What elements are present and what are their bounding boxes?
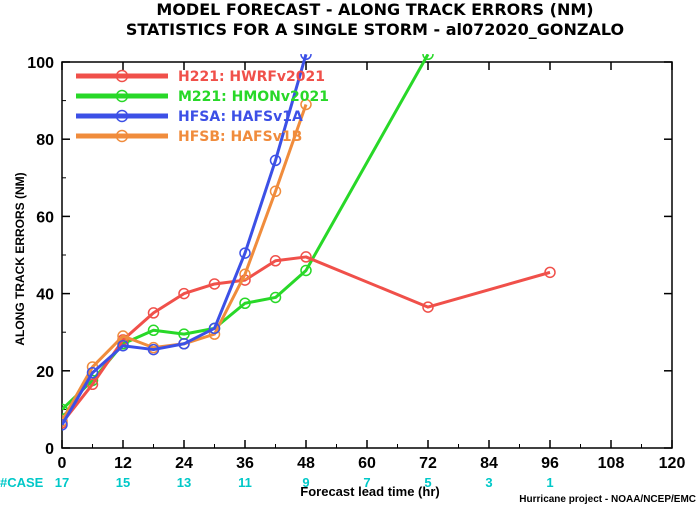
case-label: #CASE: [0, 475, 44, 490]
legend-label: HFSA: HAFSv1A: [178, 109, 303, 125]
legend-marker: [115, 69, 129, 83]
data-point: [544, 266, 556, 279]
x-tick-label: 72: [419, 455, 437, 472]
x-tick-label: 120: [659, 455, 686, 472]
case-count: 5: [424, 475, 431, 490]
x-tick-label: 60: [358, 455, 376, 472]
legend-marker: [115, 89, 129, 103]
data-point: [269, 154, 282, 167]
data-point: [62, 415, 68, 427]
x-tick-label: 24: [175, 455, 193, 472]
case-count: 9: [302, 475, 309, 490]
credit-text: Hurricane project - NOAA/NCEP/EMC: [519, 494, 696, 505]
data-point: [147, 343, 160, 356]
data-point: [62, 419, 68, 431]
x-axis-label: Forecast lead time (hr): [300, 484, 439, 499]
y-tick-label: 40: [36, 287, 54, 304]
data-point: [239, 268, 251, 281]
data-point: [86, 366, 99, 379]
data-point: [300, 264, 312, 277]
data-point: [300, 98, 312, 111]
case-count: 1: [546, 475, 553, 490]
data-point: [269, 255, 282, 267]
case-count: 15: [116, 475, 130, 490]
data-point: [422, 301, 434, 313]
y-axis-label: ALONG TRACK ERRORS (NM): [13, 172, 27, 345]
legend: H221: HWRFv2021 M221: HMONv2021 HFSA: HAFS…: [76, 69, 329, 145]
x-tick-label: 36: [236, 455, 254, 472]
data-point: [147, 324, 160, 337]
y-tick-label: 100: [27, 55, 54, 72]
chart-subtitle: STATISTICS FOR A SINGLE STORM - al072020…: [126, 20, 624, 39]
chart-title: MODEL FORECAST - ALONG TRACK ERRORS (NM): [156, 0, 593, 19]
legend-marker: [115, 109, 129, 123]
data-point: [239, 247, 251, 259]
y-tick-label: 60: [36, 209, 54, 226]
y-tick-label: 20: [36, 364, 54, 381]
case-count: 7: [363, 475, 370, 490]
data-point: [208, 322, 221, 335]
y-tick-label: 80: [36, 132, 54, 149]
legend-marker: [115, 129, 129, 143]
data-point: [239, 297, 251, 309]
case-count: 17: [55, 475, 69, 490]
data-point: [86, 378, 99, 391]
x-tick-label: 84: [480, 455, 498, 472]
data-point: [178, 338, 190, 350]
data-point: [300, 54, 312, 61]
x-tick-label: 48: [297, 455, 315, 472]
data-point: [269, 185, 282, 198]
series-line: [62, 54, 308, 426]
data-point: [269, 291, 282, 304]
case-counts: #CASE 17 15 13 11 9 7 5 3 1: [0, 475, 554, 490]
plot-frame: [61, 61, 673, 449]
legend-label: M221: HMONv2021: [178, 89, 329, 105]
legend-label: H221: HWRFv2021: [178, 69, 325, 85]
x-tick-label: 12: [114, 455, 132, 472]
case-count: 11: [238, 475, 252, 490]
x-tick-label: 108: [598, 455, 625, 472]
series-2: [62, 54, 312, 431]
plot-area: [62, 54, 556, 431]
y-tick-label: 0: [45, 441, 54, 458]
x-tick-label: 96: [541, 455, 559, 472]
x-tick-label: 0: [58, 455, 67, 472]
data-point: [178, 287, 190, 300]
series-line: [62, 54, 430, 411]
data-point: [147, 307, 160, 319]
data-point: [300, 251, 312, 263]
data-point: [208, 278, 221, 290]
case-count: 13: [177, 475, 191, 490]
axes: 0 12 24 36 48 60 72 84 96 108 120 0 20 40 60 80 100: [27, 55, 685, 472]
case-count: 3: [485, 475, 492, 490]
data-point: [117, 339, 129, 352]
legend-label: HFSB: HAFSv1B: [178, 129, 302, 145]
data-point: [422, 54, 434, 61]
